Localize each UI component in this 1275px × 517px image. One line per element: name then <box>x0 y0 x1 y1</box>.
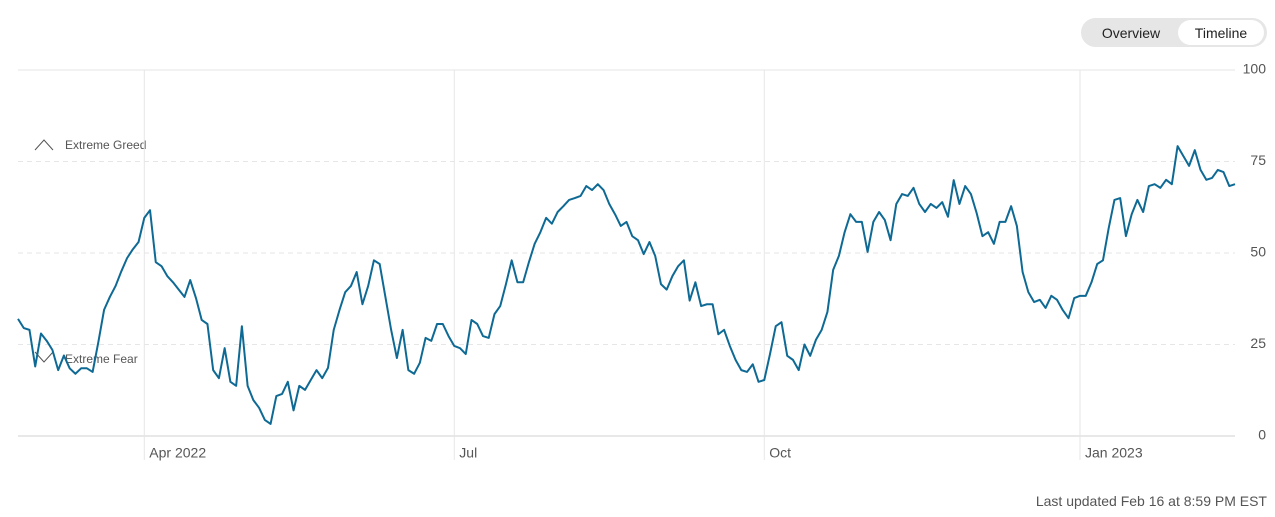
x-tick-label: Oct <box>769 445 791 461</box>
y-tick-label: 50 <box>1250 244 1266 260</box>
x-tick-label: Apr 2022 <box>149 445 206 461</box>
y-tick-label: 0 <box>1258 427 1266 443</box>
x-tick-label: Jan 2023 <box>1085 445 1143 461</box>
chart: Extreme Greed Extreme Fear 0 25 50 75 100 Apr… <box>17 61 1267 461</box>
annotation: Extreme Fear <box>65 352 138 366</box>
y-tick-label: 100 <box>1243 61 1267 77</box>
greed-icon <box>34 139 54 151</box>
view-toggle: Overview Timeline <box>1081 18 1267 47</box>
y-tick-label: 25 <box>1250 335 1266 351</box>
last-updated: Last updated Feb 16 at 8:59 PM EST <box>1035 493 1267 509</box>
y-tick-label: 75 <box>1250 152 1266 168</box>
x-tick-label: Jul <box>459 445 477 461</box>
timeline-button[interactable]: Timeline <box>1178 20 1264 45</box>
overview-button[interactable]: Overview <box>1085 20 1177 45</box>
index-line <box>17 145 1236 425</box>
annotation: Extreme Greed <box>65 138 146 152</box>
